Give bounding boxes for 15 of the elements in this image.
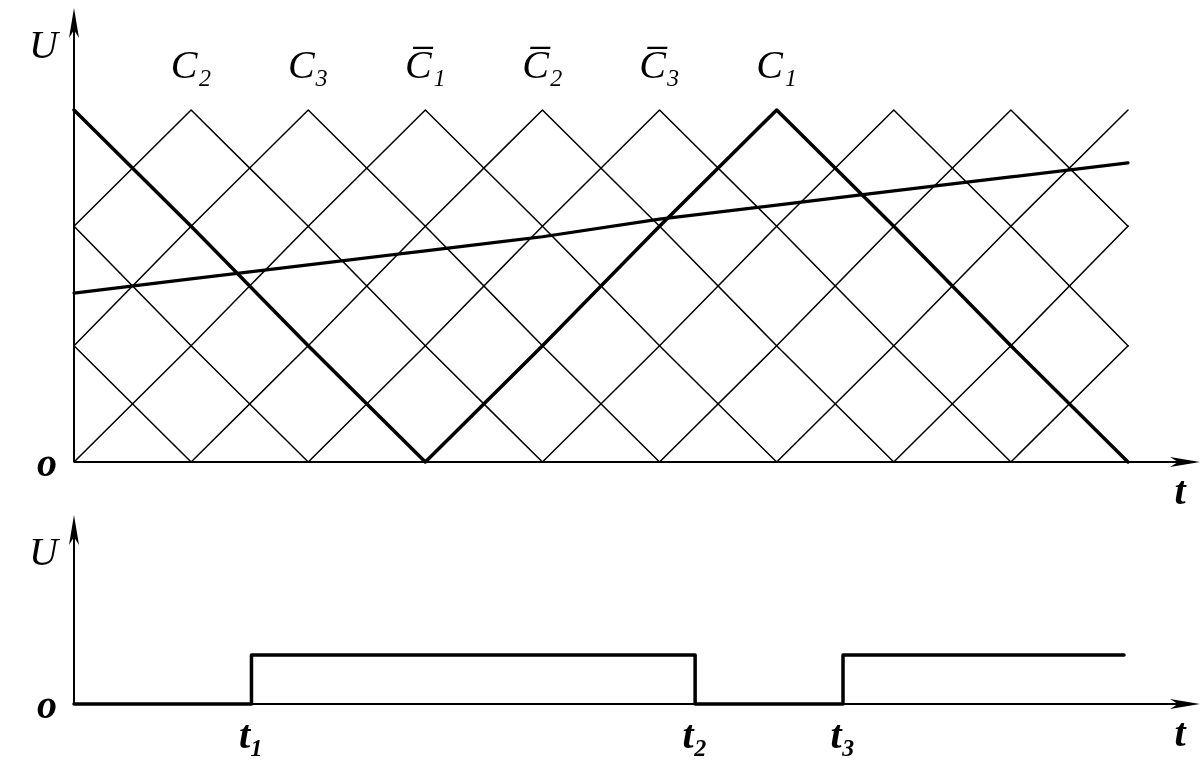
series-label: C₂: [170, 42, 212, 87]
x-tick-label: t₂: [682, 712, 708, 757]
series-label: C̅₃: [639, 42, 680, 87]
text: o: [37, 440, 57, 485]
text: o: [37, 682, 57, 727]
series-label: C̅₂: [522, 42, 563, 87]
y-axis-title: U: [29, 22, 62, 67]
series-label: C₁: [756, 42, 797, 87]
x-tick-label: t₃: [830, 712, 856, 757]
series-label: C₃: [287, 42, 329, 87]
y-axis-title: U: [29, 529, 62, 574]
x-tick-label: t₁: [238, 712, 264, 757]
series-label: C̅₁: [405, 42, 446, 87]
x-axis-title: t: [1174, 468, 1188, 513]
x-axis-title: t: [1174, 710, 1188, 755]
